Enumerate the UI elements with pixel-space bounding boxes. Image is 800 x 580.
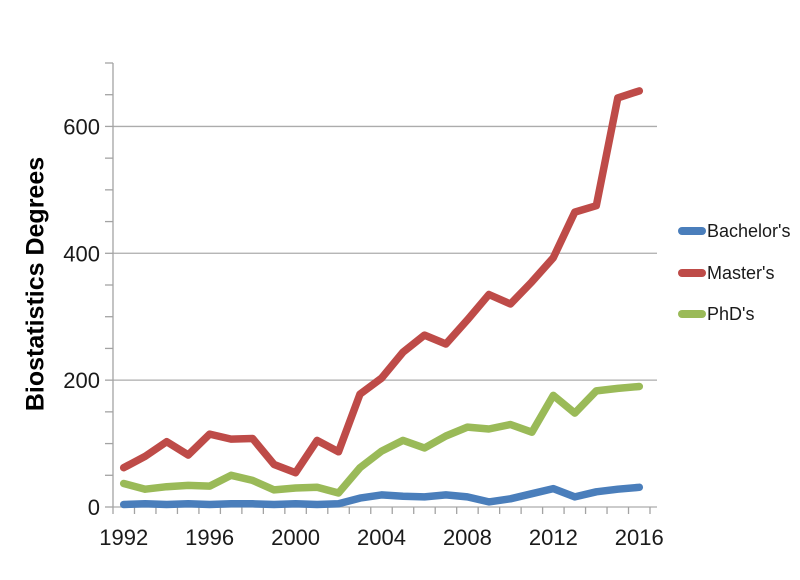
y-axis-title: Biostatistics Degrees	[21, 156, 50, 412]
series-line-bachelors	[119, 483, 644, 509]
legend-item-phds: PhD's	[678, 303, 754, 325]
x-tick-label: 2000	[271, 525, 320, 550]
x-tick-label: 2012	[529, 525, 578, 550]
series-line-phds	[119, 382, 644, 497]
legend-label-masters: Master's	[707, 262, 775, 283]
y-tick-label: 400	[63, 241, 100, 266]
legend-swatch-bachelors-icon	[678, 227, 706, 235]
legend-label-bachelors: Bachelor's	[707, 220, 791, 241]
y-tick-label: 200	[63, 368, 100, 393]
x-tick-label: 1996	[185, 525, 234, 550]
legend-item-masters: Master's	[678, 262, 774, 284]
x-tick-label: 2016	[615, 525, 664, 550]
x-tick-label: 2008	[443, 525, 492, 550]
legend-label-phds: PhD's	[707, 303, 755, 324]
y-tick-label: 600	[63, 114, 100, 139]
y-tick-label: 0	[88, 495, 100, 520]
series-line-masters	[119, 87, 644, 477]
legend-swatch-masters-icon	[678, 269, 706, 277]
legend-item-bachelors: Bachelor's	[678, 220, 790, 242]
x-tick-label: 2004	[357, 525, 406, 550]
x-tick-label: 1992	[99, 525, 148, 550]
legend-swatch-phds-icon	[678, 310, 706, 318]
